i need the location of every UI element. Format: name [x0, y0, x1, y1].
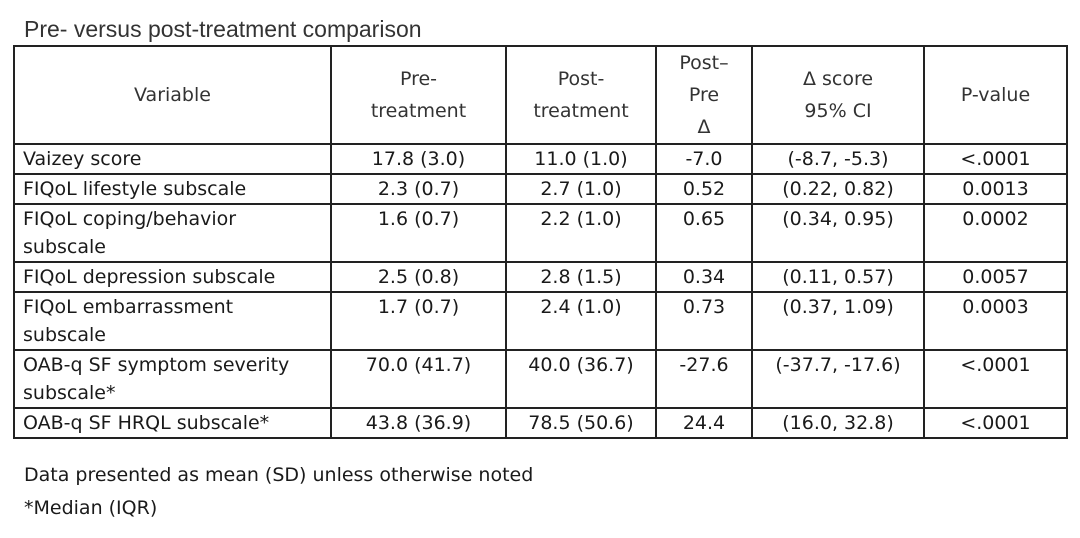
header-p-value: P-value — [923, 45, 1068, 145]
header-row: Variable Pre- treatment Post- treatment … — [13, 45, 1068, 145]
cell-variable: FIQoL embarrassment subscale — [13, 291, 332, 351]
results-table: Variable Pre- treatment Post- treatment … — [13, 45, 1068, 439]
cell-p-value: <.0001 — [923, 407, 1068, 439]
cell-delta: 0.65 — [655, 203, 753, 263]
cell-ci: (-8.7, -5.3) — [751, 143, 925, 175]
cell-p-value: 0.0013 — [923, 173, 1068, 205]
cell-post: 2.4 (1.0) — [505, 291, 657, 351]
cell-variable: FIQoL coping/behavior subscale — [13, 203, 332, 263]
table-row: OAB-q SF HRQL subscale* 43.8 (36.9) 78.5… — [13, 407, 1068, 439]
table-row: FIQoL coping/behavior subscale 1.6 (0.7)… — [13, 203, 1068, 263]
table-caption: Pre- versus post-treatment comparison — [24, 16, 422, 42]
cell-ci: (0.11, 0.57) — [751, 261, 925, 293]
cell-pre: 43.8 (36.9) — [330, 407, 507, 439]
table-row: FIQoL lifestyle subscale 2.3 (0.7) 2.7 (… — [13, 173, 1068, 205]
cell-ci: (0.37, 1.09) — [751, 291, 925, 351]
cell-delta: 0.52 — [655, 173, 753, 205]
cell-post: 40.0 (36.7) — [505, 349, 657, 409]
cell-delta: -7.0 — [655, 143, 753, 175]
cell-variable: Vaizey score — [13, 143, 332, 175]
cell-variable: FIQoL lifestyle subscale — [13, 173, 332, 205]
table-row: OAB-q SF symptom severity subscale* 70.0… — [13, 349, 1068, 409]
cell-pre: 2.5 (0.8) — [330, 261, 507, 293]
cell-variable: OAB-q SF symptom severity subscale* — [13, 349, 332, 409]
cell-pre: 1.6 (0.7) — [330, 203, 507, 263]
cell-pre: 1.7 (0.7) — [330, 291, 507, 351]
cell-delta: 0.34 — [655, 261, 753, 293]
table-row: Vaizey score 17.8 (3.0) 11.0 (1.0) -7.0 … — [13, 143, 1068, 175]
header-delta-ci: Δ score 95% CI — [751, 45, 925, 145]
cell-ci: (16.0, 32.8) — [751, 407, 925, 439]
footnote-data-note: Data presented as mean (SD) unless other… — [24, 464, 534, 486]
cell-delta: -27.6 — [655, 349, 753, 409]
cell-pre: 70.0 (41.7) — [330, 349, 507, 409]
cell-p-value: <.0001 — [923, 143, 1068, 175]
cell-post: 11.0 (1.0) — [505, 143, 657, 175]
cell-post: 2.8 (1.5) — [505, 261, 657, 293]
cell-delta: 0.73 — [655, 291, 753, 351]
cell-p-value: 0.0057 — [923, 261, 1068, 293]
header-post-treatment: Post- treatment — [505, 45, 657, 145]
header-variable: Variable — [13, 45, 332, 145]
cell-post: 2.7 (1.0) — [505, 173, 657, 205]
cell-p-value: <.0001 — [923, 349, 1068, 409]
cell-p-value: 0.0003 — [923, 291, 1068, 351]
cell-variable: FIQoL depression subscale — [13, 261, 332, 293]
cell-pre: 2.3 (0.7) — [330, 173, 507, 205]
cell-ci: (0.34, 0.95) — [751, 203, 925, 263]
cell-pre: 17.8 (3.0) — [330, 143, 507, 175]
footnote-median-note: *Median (IQR) — [24, 497, 158, 519]
cell-p-value: 0.0002 — [923, 203, 1068, 263]
header-post-pre-delta: Post– Pre Δ — [655, 45, 753, 145]
cell-post: 2.2 (1.0) — [505, 203, 657, 263]
cell-delta: 24.4 — [655, 407, 753, 439]
header-pre-treatment: Pre- treatment — [330, 45, 507, 145]
cell-post: 78.5 (50.6) — [505, 407, 657, 439]
table-row: FIQoL embarrassment subscale 1.7 (0.7) 2… — [13, 291, 1068, 351]
cell-ci: (0.22, 0.82) — [751, 173, 925, 205]
cell-variable: OAB-q SF HRQL subscale* — [13, 407, 332, 439]
table-row: FIQoL depression subscale 2.5 (0.8) 2.8 … — [13, 261, 1068, 293]
cell-ci: (-37.7, -17.6) — [751, 349, 925, 409]
